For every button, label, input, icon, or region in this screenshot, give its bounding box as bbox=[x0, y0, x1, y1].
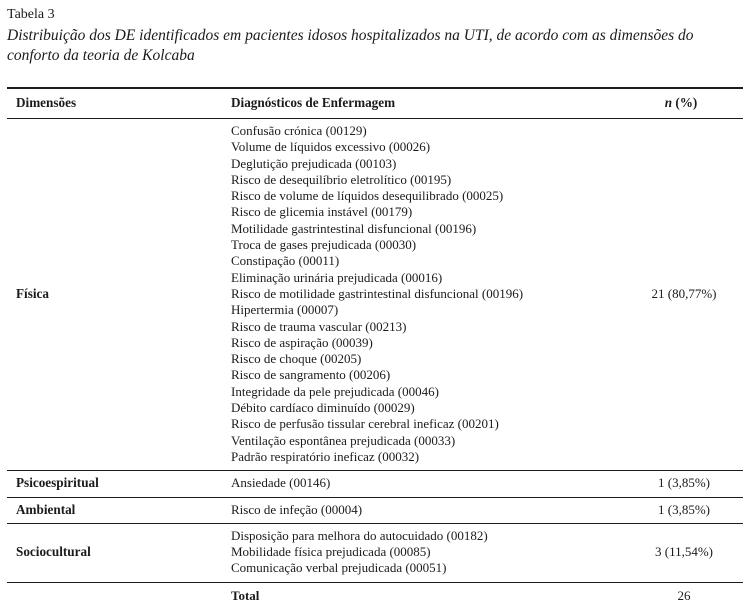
diagnosis-item: Eliminação urinária prejudicada (00016) bbox=[231, 269, 443, 285]
diagnoses-cell: Ansiedade (00146) bbox=[231, 470, 625, 498]
section-row: Física Confusão crónica (00129) Volume de … bbox=[7, 118, 743, 472]
section-row: Sociocultural Disposição para melhora do … bbox=[7, 523, 743, 583]
table-header: Dimensões Diagnósticos de Enfermagem n (… bbox=[7, 87, 743, 119]
diagnosis-item: Comunicação verbal prejudicada (00051) bbox=[231, 560, 447, 576]
diagnosis-item: Risco de aspiração (00039) bbox=[231, 334, 373, 350]
n-symbol: n bbox=[664, 95, 673, 110]
diagnosis-item: Constipação (00011) bbox=[231, 253, 340, 269]
table-footer: Total 26 bbox=[7, 582, 743, 608]
table-number: Tabela 3 bbox=[7, 7, 55, 22]
col-header-diagnoses: Diagnósticos de Enfermagem bbox=[231, 87, 625, 119]
diagnosis-item: Troca de gases prejudicada (00030) bbox=[231, 237, 417, 253]
diagnosis-item: Risco de volume de líquidos desequilibra… bbox=[231, 188, 504, 204]
n-percent-value: 21 (80,77%) bbox=[625, 118, 743, 472]
diagnosis-item: Risco de motilidade gastrintestinal disf… bbox=[231, 285, 524, 301]
section-row: Ambiental Risco de infeção (00004) 1 (3,85… bbox=[7, 497, 743, 524]
col-header-n-percent: n (%) bbox=[625, 87, 743, 119]
diagnosis-item: Disposição para melhora do autocuidado (… bbox=[231, 527, 488, 543]
table-body: Física Confusão crónica (00129) Volume de … bbox=[7, 118, 743, 583]
total-row: Total 26 bbox=[7, 582, 743, 608]
n-percent-value: 1 (3,85%) bbox=[625, 470, 743, 498]
total-empty-cell bbox=[7, 582, 231, 608]
total-value: 26 bbox=[625, 582, 743, 608]
diagnosis-item: Risco de desequilíbrio eletrolítico (001… bbox=[231, 171, 452, 187]
diagnosis-item: Risco de choque (00205) bbox=[231, 351, 362, 367]
total-label: Total bbox=[231, 582, 625, 608]
percent-symbol: (%) bbox=[672, 95, 698, 110]
diagnosis-item: Risco de trauma vascular (00213) bbox=[231, 318, 407, 334]
diagnosis-item: Ventilação espontânea prejudicada (00033… bbox=[231, 432, 456, 448]
diagnoses-cell: Risco de infeção (00004) bbox=[231, 497, 625, 524]
diagnosis-item: Deglutição prejudicada (00103) bbox=[231, 155, 397, 171]
dimension-label: Física bbox=[7, 118, 231, 472]
diagnosis-item: Integridade da pele prejudicada (00046) bbox=[231, 383, 439, 399]
dimension-label: Sociocultural bbox=[7, 523, 231, 583]
diagnosis-item: Risco de glicemia instável (00179) bbox=[231, 204, 413, 220]
diagnosis-item: Risco de infeção (00004) bbox=[231, 501, 363, 517]
dimension-label: Ambiental bbox=[7, 497, 231, 524]
n-percent-value: 1 (3,85%) bbox=[625, 497, 743, 524]
diagnosis-item: Hipertermia (00007) bbox=[231, 302, 339, 318]
diagnosis-item: Ansiedade (00146) bbox=[231, 475, 331, 491]
diagnosis-item: Débito cardíaco diminuído (00029) bbox=[231, 400, 415, 416]
diagnosis-item: Mobilidade física prejudicada (00085) bbox=[231, 544, 431, 560]
col-header-dimensions: Dimensões bbox=[7, 87, 231, 119]
header-row: Dimensões Diagnósticos de Enfermagem n (… bbox=[7, 87, 743, 119]
diagnosis-item: Risco de perfusão tissular cerebral inef… bbox=[231, 416, 499, 432]
dimension-label: Psicoespiritual bbox=[7, 470, 231, 498]
diagnosis-item: Confusão crónica (00129) bbox=[231, 123, 367, 138]
table-caption: Distribuição dos DE identificados em pac… bbox=[7, 27, 694, 64]
section-row: Psicoespiritual Ansiedade (00146) 1 (3,85%… bbox=[7, 470, 743, 498]
diagnosis-item: Motilidade gastrintestinal disfuncional … bbox=[231, 220, 477, 236]
diagnosis-item: Padrão respiratório ineficaz (00032) bbox=[231, 448, 420, 464]
diagnoses-cell: Disposição para melhora do autocuidado (… bbox=[231, 523, 625, 583]
n-percent-value: 3 (11,54%) bbox=[625, 523, 743, 583]
data-table: Dimensões Diagnósticos de Enfermagem n (… bbox=[7, 87, 743, 608]
diagnosis-item: Risco de sangramento (00206) bbox=[231, 367, 391, 383]
diagnoses-cell: Confusão crónica (00129) Volume de líquid… bbox=[231, 118, 625, 472]
diagnosis-item: Volume de líquidos excessivo (00026) bbox=[231, 139, 431, 155]
